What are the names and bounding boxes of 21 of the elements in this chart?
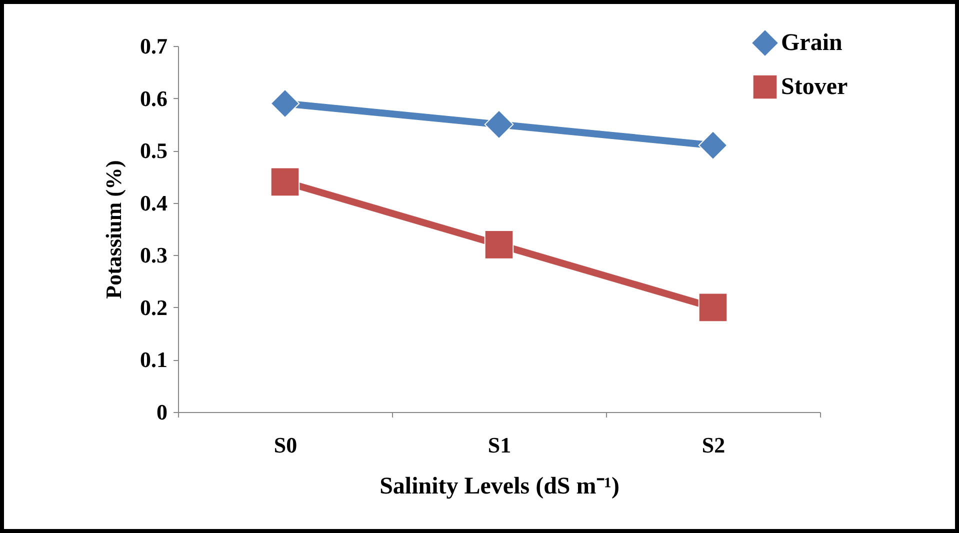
legend-label: Stover bbox=[781, 74, 848, 100]
y-tick-label: 0.3 bbox=[140, 242, 168, 268]
x-tick-label: S2 bbox=[702, 432, 726, 458]
y-tick-label: 0.1 bbox=[140, 347, 168, 372]
y-tick-label: 0.6 bbox=[140, 86, 168, 111]
point bbox=[698, 130, 728, 160]
x-axis-title: Salinity Levels (dS m⁻¹) bbox=[380, 474, 620, 500]
y-tick-label: 0.2 bbox=[140, 294, 168, 320]
point bbox=[270, 167, 300, 197]
point bbox=[698, 292, 728, 322]
y-axis-title: Potassium (%) bbox=[101, 160, 126, 299]
y-tick-label: 0 bbox=[156, 400, 168, 424]
x-tick-label: S1 bbox=[488, 432, 512, 458]
point bbox=[484, 110, 514, 140]
y-tick-label: 0.5 bbox=[140, 138, 168, 164]
y-tick-label: 0.4 bbox=[140, 190, 168, 216]
point bbox=[484, 230, 514, 260]
point bbox=[270, 88, 300, 118]
x-tick-label: S0 bbox=[274, 432, 298, 458]
legend-label: Grain bbox=[781, 30, 842, 56]
y-tick-label: 0.7 bbox=[140, 34, 168, 58]
